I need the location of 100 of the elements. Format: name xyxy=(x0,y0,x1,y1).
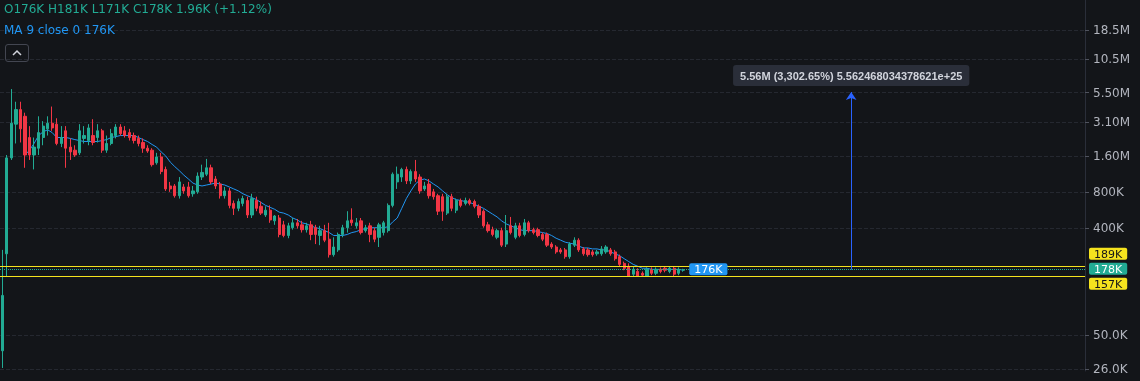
candlestick xyxy=(91,118,95,146)
candlestick xyxy=(278,214,281,238)
candlestick xyxy=(110,128,113,146)
y-tick-label: 1.60M xyxy=(1093,149,1131,164)
candlestick xyxy=(309,220,313,241)
candlestick xyxy=(323,224,326,243)
candlestick xyxy=(150,147,154,168)
candlestick xyxy=(568,241,571,260)
candlestick xyxy=(96,123,99,143)
candlestick xyxy=(42,120,45,146)
candlestick xyxy=(273,214,276,226)
candlestick xyxy=(209,164,213,185)
y-tick-label: 5.50M xyxy=(1093,85,1131,100)
candlestick xyxy=(536,227,540,238)
annotation: O176K H181K L171K C178K 1.96K (+1.12%) xyxy=(4,2,272,16)
candlestick xyxy=(250,193,254,219)
candlestick xyxy=(101,128,104,154)
candlestick xyxy=(241,195,244,207)
candlestick xyxy=(269,204,272,224)
y-tick-label: 400K xyxy=(1093,220,1125,235)
candlestick xyxy=(514,222,517,240)
candlestick xyxy=(618,254,621,267)
candlestick xyxy=(446,193,449,216)
candlestick xyxy=(246,196,249,219)
y-tick-label: 10.5M xyxy=(1093,52,1131,67)
text: MA 9 close 0 xyxy=(4,23,82,37)
candlestick xyxy=(405,166,408,185)
candlestick xyxy=(396,166,399,190)
candlestick xyxy=(223,186,226,200)
candlestick xyxy=(545,232,549,248)
candlestick xyxy=(178,176,181,200)
y-tick-label: 800K xyxy=(1093,185,1125,200)
candlestick xyxy=(328,222,331,259)
candlestick xyxy=(523,218,526,237)
candlestick xyxy=(350,207,353,227)
candlestick xyxy=(123,125,126,139)
candlestick xyxy=(586,247,590,258)
candlestick xyxy=(518,222,521,238)
y-tick-label: 18.5M xyxy=(1093,22,1131,37)
candlestick xyxy=(332,236,335,258)
candlestick xyxy=(577,237,580,253)
candlestick xyxy=(60,125,63,148)
candlestick xyxy=(604,244,608,255)
candlestick xyxy=(237,198,240,212)
text: 5.56M (3,302.65%) 5.562468034378621e+25 xyxy=(740,69,963,82)
candlestick xyxy=(355,217,358,230)
candlestick xyxy=(427,178,431,200)
candlestick xyxy=(346,210,349,234)
candlestick xyxy=(119,123,122,137)
line-series xyxy=(24,129,684,271)
candlestick xyxy=(555,244,558,255)
candlestick xyxy=(173,183,176,199)
candlestick xyxy=(527,220,530,234)
candlestick xyxy=(500,227,503,248)
candlestick xyxy=(132,132,136,144)
candlestick xyxy=(219,181,222,200)
candlestick xyxy=(187,181,190,199)
candlestick xyxy=(364,224,367,234)
candlestick xyxy=(609,247,612,257)
candlestick xyxy=(141,137,145,154)
candlestick xyxy=(459,198,462,208)
candlestick xyxy=(287,222,290,239)
y-tick-label: 26.0K xyxy=(1093,361,1129,376)
candlestick xyxy=(359,217,363,235)
data-label: 176K xyxy=(694,263,724,277)
candlestick xyxy=(614,249,617,262)
ref-line-label: 178K xyxy=(1094,262,1123,276)
candlestick xyxy=(636,267,639,277)
candlestick xyxy=(495,228,499,240)
candlestick xyxy=(305,222,308,234)
candlestick xyxy=(182,183,185,195)
candlestick xyxy=(673,265,676,277)
candlestick xyxy=(259,201,263,216)
ref-line-label: 157K xyxy=(1094,277,1123,291)
text: 176K xyxy=(84,23,115,37)
candlestick xyxy=(509,216,512,235)
candlestick xyxy=(464,197,467,206)
candlestick xyxy=(505,214,508,248)
candlestick xyxy=(318,225,322,246)
candlestick xyxy=(641,270,644,277)
candlestick xyxy=(377,222,381,248)
y-tick-label: 50.0K xyxy=(1093,328,1129,343)
candlestick xyxy=(423,181,426,192)
ref-line-label: 189K xyxy=(1094,247,1123,261)
y-tick-label: 3.10M xyxy=(1093,115,1131,130)
candlestick xyxy=(595,249,599,257)
candlestick xyxy=(105,135,108,154)
candlestick xyxy=(650,266,653,276)
candlestick xyxy=(455,198,458,214)
candlestick xyxy=(409,168,412,185)
candlestick xyxy=(559,247,562,255)
candlestick xyxy=(450,193,453,212)
candlestick xyxy=(300,220,304,234)
candlestick xyxy=(64,125,67,169)
candlestick xyxy=(368,222,372,243)
candlestick xyxy=(564,247,567,260)
candlestick xyxy=(573,236,576,248)
candlestick xyxy=(155,152,158,166)
candlestick xyxy=(468,198,471,206)
candlestick xyxy=(264,205,267,218)
